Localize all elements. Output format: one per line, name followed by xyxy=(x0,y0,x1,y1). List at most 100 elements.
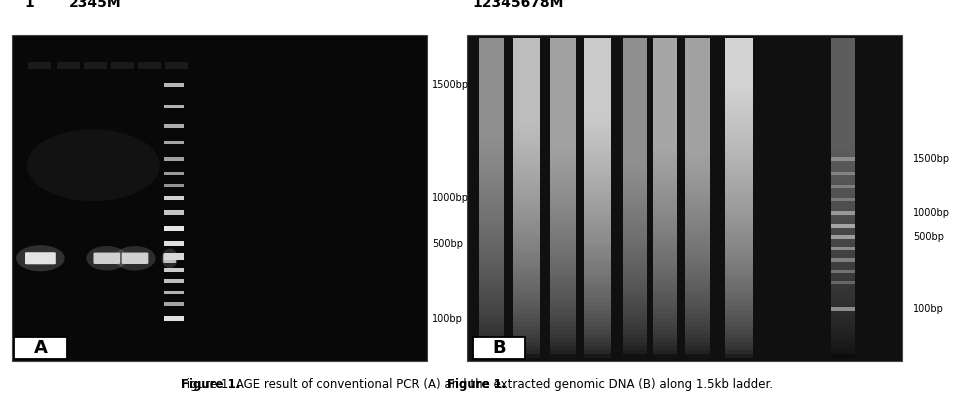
FancyBboxPatch shape xyxy=(724,94,752,98)
FancyBboxPatch shape xyxy=(478,278,503,282)
FancyBboxPatch shape xyxy=(653,226,677,230)
FancyBboxPatch shape xyxy=(583,134,611,138)
FancyBboxPatch shape xyxy=(478,42,503,46)
FancyBboxPatch shape xyxy=(583,42,611,46)
FancyBboxPatch shape xyxy=(583,218,611,222)
FancyBboxPatch shape xyxy=(724,122,752,126)
FancyBboxPatch shape xyxy=(57,62,80,69)
FancyBboxPatch shape xyxy=(550,254,575,258)
FancyBboxPatch shape xyxy=(583,282,611,286)
FancyBboxPatch shape xyxy=(164,196,184,200)
FancyBboxPatch shape xyxy=(550,146,575,150)
FancyBboxPatch shape xyxy=(512,222,539,226)
FancyBboxPatch shape xyxy=(653,266,677,270)
FancyBboxPatch shape xyxy=(830,162,854,166)
FancyBboxPatch shape xyxy=(684,58,709,62)
FancyBboxPatch shape xyxy=(830,130,854,134)
FancyBboxPatch shape xyxy=(583,98,611,102)
FancyBboxPatch shape xyxy=(622,86,646,90)
FancyBboxPatch shape xyxy=(583,262,611,266)
FancyBboxPatch shape xyxy=(583,114,611,118)
FancyBboxPatch shape xyxy=(583,310,611,314)
FancyBboxPatch shape xyxy=(653,130,677,134)
FancyBboxPatch shape xyxy=(622,306,646,310)
FancyBboxPatch shape xyxy=(512,162,539,166)
FancyBboxPatch shape xyxy=(28,62,51,69)
FancyBboxPatch shape xyxy=(653,354,677,358)
FancyBboxPatch shape xyxy=(583,82,611,86)
FancyBboxPatch shape xyxy=(724,74,752,78)
FancyBboxPatch shape xyxy=(164,141,184,144)
FancyBboxPatch shape xyxy=(684,194,709,198)
FancyBboxPatch shape xyxy=(512,130,539,134)
FancyBboxPatch shape xyxy=(622,246,646,250)
FancyBboxPatch shape xyxy=(622,162,646,166)
FancyBboxPatch shape xyxy=(512,166,539,170)
FancyBboxPatch shape xyxy=(724,138,752,142)
FancyBboxPatch shape xyxy=(724,110,752,114)
FancyBboxPatch shape xyxy=(164,302,184,306)
Text: Figure 1.: Figure 1. xyxy=(181,378,240,391)
FancyBboxPatch shape xyxy=(512,270,539,274)
FancyBboxPatch shape xyxy=(830,218,854,222)
FancyBboxPatch shape xyxy=(512,254,539,258)
FancyBboxPatch shape xyxy=(684,182,709,186)
FancyBboxPatch shape xyxy=(653,334,677,338)
FancyBboxPatch shape xyxy=(550,298,575,302)
FancyBboxPatch shape xyxy=(478,318,503,322)
FancyBboxPatch shape xyxy=(724,282,752,286)
FancyBboxPatch shape xyxy=(478,70,503,74)
FancyBboxPatch shape xyxy=(512,118,539,122)
FancyBboxPatch shape xyxy=(583,138,611,142)
FancyBboxPatch shape xyxy=(512,126,539,130)
FancyBboxPatch shape xyxy=(653,294,677,298)
FancyBboxPatch shape xyxy=(684,158,709,162)
FancyBboxPatch shape xyxy=(830,198,854,202)
FancyBboxPatch shape xyxy=(724,166,752,170)
FancyBboxPatch shape xyxy=(724,70,752,74)
FancyBboxPatch shape xyxy=(478,170,503,174)
FancyBboxPatch shape xyxy=(478,150,503,154)
FancyBboxPatch shape xyxy=(550,46,575,50)
FancyBboxPatch shape xyxy=(684,246,709,250)
FancyBboxPatch shape xyxy=(583,318,611,322)
FancyBboxPatch shape xyxy=(653,338,677,342)
FancyBboxPatch shape xyxy=(622,346,646,350)
FancyBboxPatch shape xyxy=(478,130,503,134)
FancyBboxPatch shape xyxy=(622,130,646,134)
FancyBboxPatch shape xyxy=(478,346,503,350)
FancyBboxPatch shape xyxy=(622,58,646,62)
FancyBboxPatch shape xyxy=(830,242,854,246)
FancyBboxPatch shape xyxy=(583,126,611,130)
FancyBboxPatch shape xyxy=(583,286,611,290)
FancyBboxPatch shape xyxy=(512,110,539,114)
FancyBboxPatch shape xyxy=(583,86,611,90)
FancyBboxPatch shape xyxy=(550,102,575,106)
FancyBboxPatch shape xyxy=(684,174,709,178)
FancyBboxPatch shape xyxy=(122,253,149,264)
FancyBboxPatch shape xyxy=(830,286,854,290)
FancyBboxPatch shape xyxy=(724,218,752,222)
FancyBboxPatch shape xyxy=(550,66,575,70)
FancyBboxPatch shape xyxy=(653,206,677,210)
FancyBboxPatch shape xyxy=(622,218,646,222)
FancyBboxPatch shape xyxy=(550,70,575,74)
FancyBboxPatch shape xyxy=(512,346,539,350)
FancyBboxPatch shape xyxy=(164,268,184,272)
FancyBboxPatch shape xyxy=(512,282,539,286)
FancyBboxPatch shape xyxy=(550,230,575,234)
FancyBboxPatch shape xyxy=(724,250,752,254)
FancyBboxPatch shape xyxy=(478,302,503,306)
FancyBboxPatch shape xyxy=(724,318,752,322)
FancyBboxPatch shape xyxy=(622,314,646,318)
FancyBboxPatch shape xyxy=(512,202,539,206)
FancyBboxPatch shape xyxy=(653,58,677,62)
FancyBboxPatch shape xyxy=(724,142,752,146)
FancyBboxPatch shape xyxy=(478,50,503,54)
FancyBboxPatch shape xyxy=(653,290,677,294)
FancyBboxPatch shape xyxy=(583,234,611,238)
FancyBboxPatch shape xyxy=(622,150,646,154)
FancyBboxPatch shape xyxy=(512,230,539,234)
FancyBboxPatch shape xyxy=(622,274,646,278)
FancyBboxPatch shape xyxy=(583,186,611,190)
